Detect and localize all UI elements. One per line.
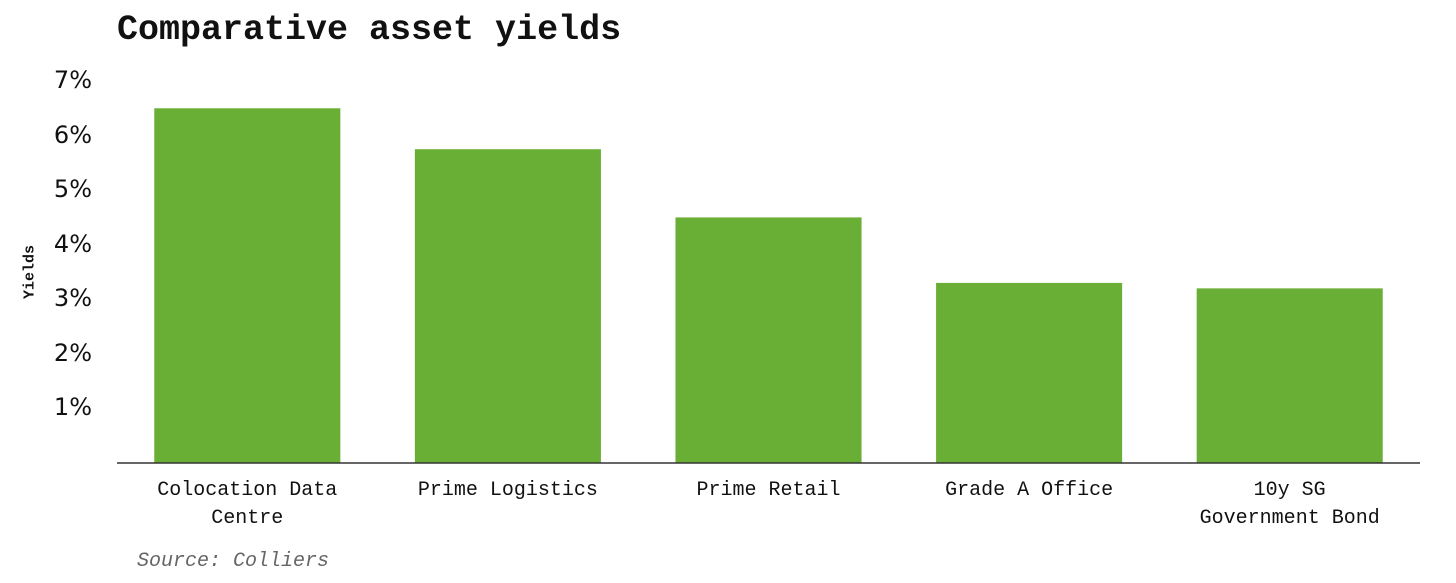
x-tick-label: Grade A Office — [945, 479, 1114, 502]
x-tick-label: Colocation Data Centre — [157, 479, 338, 530]
bar — [675, 217, 862, 463]
bar — [154, 108, 341, 464]
y-tick-label: 1% — [53, 393, 92, 422]
y-tick-label: 3% — [53, 284, 92, 313]
bar — [936, 282, 1123, 463]
source-note: Source: Colliers — [137, 550, 330, 573]
y-tick-label: 2% — [53, 338, 92, 367]
y-tick-label: 4% — [53, 229, 92, 258]
y-tick-label: 5% — [53, 175, 92, 204]
bar — [1196, 288, 1383, 463]
chart-title: Comparative asset yields — [117, 10, 622, 50]
x-tick-label: 10y SG Government Bond — [1199, 479, 1380, 530]
bar — [414, 149, 601, 463]
y-tick-label: 6% — [53, 120, 92, 149]
x-tick-label: Prime Retail — [696, 479, 841, 502]
y-tick-label: 7% — [53, 66, 92, 94]
x-tick-label: Prime Logistics — [417, 479, 598, 502]
